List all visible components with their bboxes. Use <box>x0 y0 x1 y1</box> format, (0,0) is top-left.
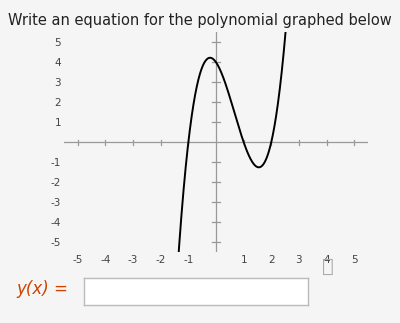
Text: Write an equation for the polynomial graphed below: Write an equation for the polynomial gra… <box>8 13 392 28</box>
Text: y(x) =: y(x) = <box>16 280 68 298</box>
Text: ⌕: ⌕ <box>322 257 334 276</box>
